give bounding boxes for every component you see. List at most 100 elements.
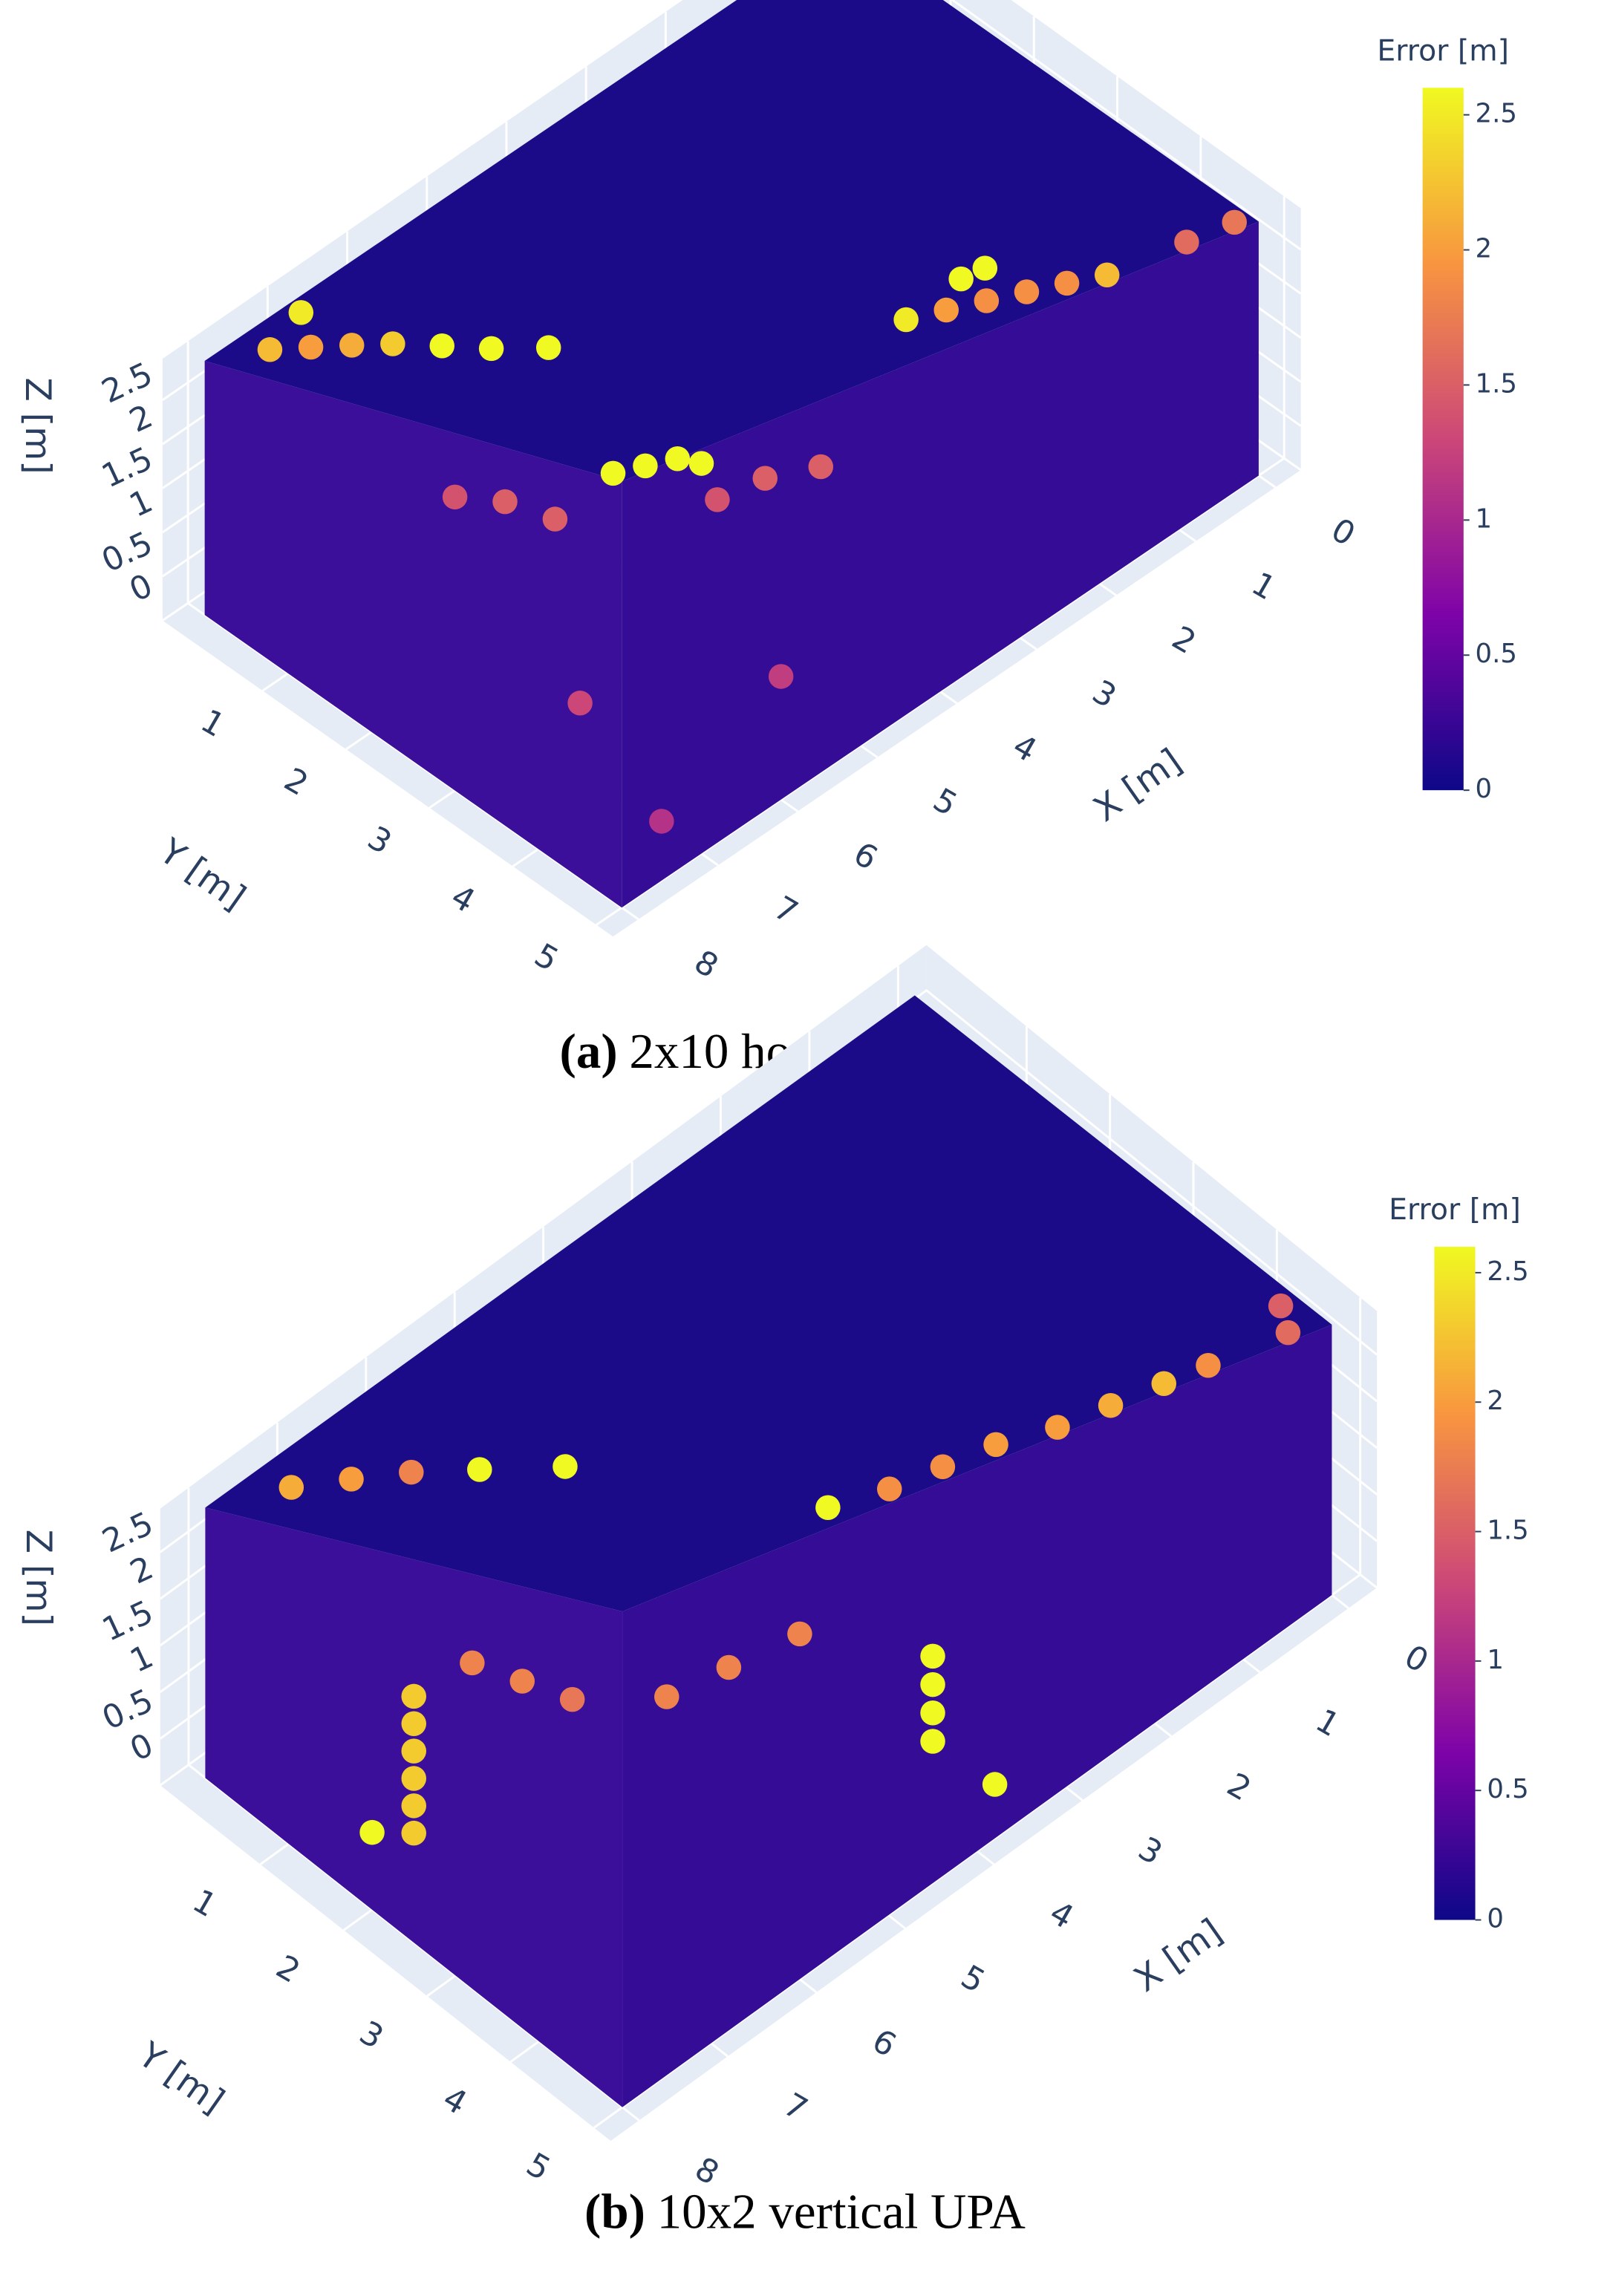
x-tick-label: 0 bbox=[1398, 1638, 1435, 1680]
data-point bbox=[688, 451, 714, 476]
z-axis-title: Z [m] bbox=[17, 377, 58, 474]
data-point bbox=[467, 1457, 492, 1482]
data-point bbox=[974, 288, 1000, 313]
data-point bbox=[705, 487, 730, 512]
box-left-face bbox=[204, 360, 622, 908]
data-point bbox=[1098, 1392, 1124, 1418]
x-tick-label: 1 bbox=[1245, 565, 1282, 607]
caption-text: 10x2 vertical UPA bbox=[657, 2185, 1026, 2240]
x-tick-label: 4 bbox=[1043, 1894, 1080, 1937]
colorbar-tick-label: 2 bbox=[1476, 234, 1493, 264]
caption-label: (b) bbox=[584, 2185, 645, 2240]
z-tick-label: 2.5 bbox=[97, 1505, 159, 1560]
data-point bbox=[600, 460, 626, 486]
data-point bbox=[948, 266, 974, 292]
data-point bbox=[982, 1772, 1008, 1797]
data-point bbox=[401, 1820, 426, 1846]
x-tick-label: 7 bbox=[778, 2087, 814, 2129]
data-point bbox=[1196, 1352, 1221, 1378]
data-point bbox=[478, 336, 504, 362]
data-point bbox=[808, 454, 834, 480]
x-tick-label: 3 bbox=[1086, 674, 1122, 716]
x-tick-label: 2 bbox=[1221, 1766, 1257, 1808]
z-tick-label: 0.5 bbox=[97, 525, 159, 580]
y-tick-label: 3 bbox=[353, 2014, 390, 2056]
data-point bbox=[460, 1650, 485, 1676]
data-point bbox=[933, 297, 959, 323]
y-axis-title: Y [m] bbox=[151, 830, 252, 918]
z-tick-label: 2.5 bbox=[97, 356, 159, 411]
y-axis-title: Y [m] bbox=[130, 2034, 231, 2121]
data-point bbox=[298, 334, 324, 360]
data-point bbox=[1094, 262, 1120, 288]
colorbar-tick-label: 1.5 bbox=[1476, 368, 1517, 399]
y-tick-label: 5 bbox=[520, 2146, 556, 2188]
data-point bbox=[429, 333, 454, 359]
box-front-face bbox=[622, 1324, 1332, 2107]
data-point bbox=[768, 664, 794, 689]
data-point bbox=[1014, 279, 1040, 304]
box-front-face bbox=[622, 221, 1259, 908]
colorbar bbox=[1422, 88, 1464, 791]
colorbar-tick-label: 1.5 bbox=[1487, 1516, 1528, 1546]
data-point bbox=[716, 1654, 742, 1680]
data-point bbox=[787, 1621, 812, 1647]
data-point bbox=[278, 1475, 304, 1500]
z-tick-label: 0.5 bbox=[97, 1683, 159, 1738]
data-point bbox=[752, 466, 778, 491]
colorbar bbox=[1434, 1247, 1476, 1920]
data-point bbox=[649, 809, 674, 834]
x-tick-label: 4 bbox=[1006, 727, 1043, 769]
z-tick-label: 1 bbox=[125, 1638, 159, 1680]
z-axis-title: Z [m] bbox=[18, 1530, 59, 1626]
data-point bbox=[401, 1738, 426, 1764]
data-point bbox=[1275, 1320, 1301, 1346]
colorbar-title: Error [m] bbox=[1377, 33, 1509, 68]
data-point bbox=[492, 489, 518, 515]
z-tick-label: 1.5 bbox=[97, 1594, 159, 1648]
x-tick-label: 8 bbox=[688, 943, 724, 985]
data-point bbox=[633, 453, 658, 479]
colorbar-tick-label: 0.5 bbox=[1476, 639, 1517, 669]
z-tick-label: 2 bbox=[124, 398, 158, 440]
data-point bbox=[380, 331, 405, 356]
y-tick-label: 4 bbox=[445, 878, 481, 920]
colorbar-title: Error [m] bbox=[1389, 1193, 1521, 1227]
data-point bbox=[920, 1729, 945, 1754]
z-tick-label: 1 bbox=[124, 483, 158, 525]
data-point bbox=[339, 1467, 364, 1492]
data-point bbox=[359, 1819, 385, 1845]
data-point bbox=[567, 691, 593, 716]
data-point bbox=[1222, 209, 1247, 235]
z-tick-label: 2 bbox=[125, 1550, 159, 1592]
x-axis-title: X [m] bbox=[1086, 741, 1189, 830]
data-point bbox=[401, 1711, 426, 1737]
y-tick-label: 3 bbox=[362, 820, 398, 862]
data-point bbox=[288, 300, 314, 325]
x-tick-label: 7 bbox=[768, 890, 804, 932]
x-tick-label: 2 bbox=[1166, 619, 1202, 662]
data-point bbox=[815, 1495, 841, 1521]
y-tick-label: 1 bbox=[195, 702, 231, 745]
data-point bbox=[930, 1454, 956, 1480]
y-tick-label: 1 bbox=[186, 1882, 223, 1925]
colorbar-tick-label: 2.5 bbox=[1487, 1256, 1528, 1287]
data-point bbox=[1151, 1371, 1177, 1397]
data-point bbox=[509, 1669, 535, 1694]
colorbar-tick-label: 1 bbox=[1487, 1645, 1504, 1675]
y-tick-label: 2 bbox=[278, 761, 314, 803]
x-axis-title: X [m] bbox=[1127, 1911, 1230, 2000]
data-point bbox=[972, 255, 998, 281]
data-point bbox=[665, 446, 691, 472]
data-point bbox=[920, 1672, 945, 1697]
data-point bbox=[559, 1686, 585, 1712]
data-point bbox=[920, 1700, 945, 1726]
colorbar-tick-label: 1 bbox=[1476, 503, 1493, 534]
x-tick-label: 6 bbox=[847, 835, 884, 878]
data-point bbox=[893, 307, 919, 333]
z-tick-label: 0 bbox=[124, 567, 158, 610]
